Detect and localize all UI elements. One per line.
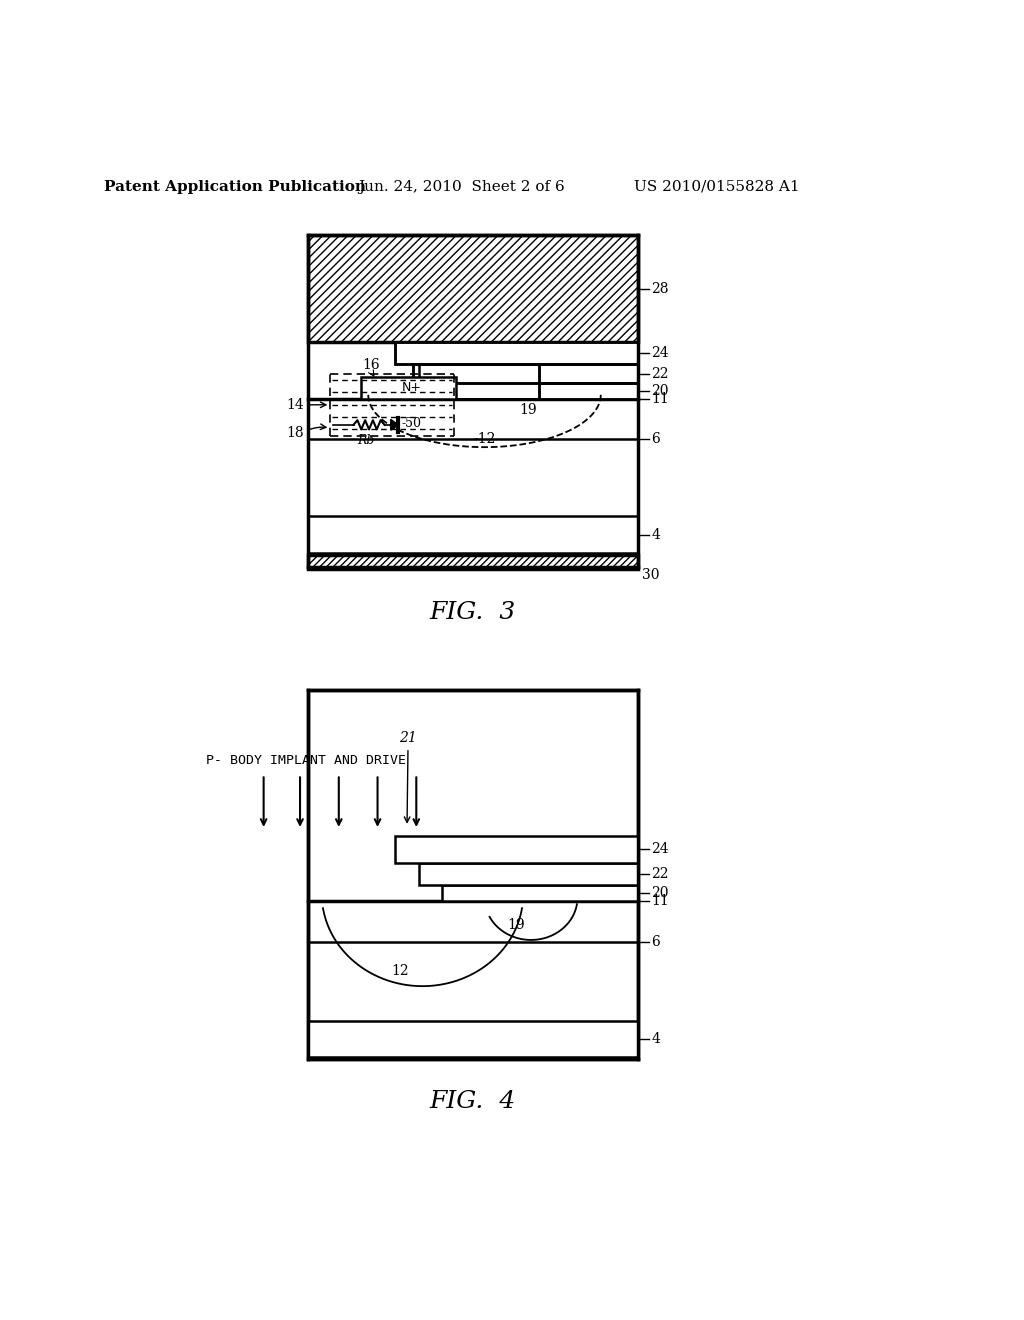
Text: 22: 22 — [651, 367, 669, 380]
Text: -12: -12 — [473, 432, 496, 446]
Bar — [308, 689, 638, 1059]
Text: Rb: Rb — [357, 434, 375, 447]
Bar — [414, 364, 539, 399]
Text: 6: 6 — [651, 936, 659, 949]
Polygon shape — [391, 420, 398, 430]
Text: Patent Application Publication: Patent Application Publication — [104, 180, 366, 194]
Bar — [360, 378, 456, 399]
Text: 20: 20 — [651, 384, 669, 397]
Text: 11: 11 — [651, 392, 669, 405]
Text: 28: 28 — [651, 281, 669, 296]
Text: 19: 19 — [508, 917, 525, 932]
Text: 6: 6 — [651, 433, 659, 446]
Text: 20: 20 — [651, 886, 669, 900]
Bar — [308, 235, 638, 342]
Bar — [442, 383, 638, 399]
Text: Jun. 24, 2010  Sheet 2 of 6: Jun. 24, 2010 Sheet 2 of 6 — [357, 180, 564, 194]
Text: 21: 21 — [399, 731, 417, 822]
Bar — [395, 342, 638, 364]
Bar — [414, 364, 539, 399]
Bar — [308, 516, 638, 553]
Bar — [442, 383, 638, 399]
Text: 18: 18 — [287, 425, 304, 440]
Bar — [419, 863, 638, 884]
Text: 19: 19 — [519, 403, 537, 417]
Bar — [419, 364, 638, 383]
Bar — [308, 1020, 638, 1057]
Text: 4: 4 — [651, 1032, 660, 1045]
Text: 11: 11 — [651, 895, 669, 908]
Text: FIG.  3: FIG. 3 — [430, 601, 516, 624]
Text: N+: N+ — [402, 380, 422, 393]
Bar — [395, 342, 638, 364]
Bar — [308, 554, 638, 569]
Bar — [442, 383, 638, 399]
Bar — [442, 884, 638, 902]
Bar — [442, 383, 638, 399]
Text: 14: 14 — [286, 397, 304, 412]
Text: -26: -26 — [420, 375, 441, 388]
Bar — [395, 342, 638, 364]
Bar — [419, 364, 638, 383]
Bar — [395, 836, 638, 863]
Text: US 2010/0155828 A1: US 2010/0155828 A1 — [634, 180, 800, 194]
Text: 30: 30 — [642, 568, 659, 582]
Text: 4: 4 — [651, 528, 660, 541]
Text: 24: 24 — [651, 842, 669, 857]
Text: 12: 12 — [391, 964, 410, 978]
Text: FIG.  4: FIG. 4 — [430, 1090, 516, 1113]
Text: 24: 24 — [651, 346, 669, 360]
Text: -50: -50 — [401, 417, 422, 430]
Text: 16: 16 — [362, 359, 380, 372]
Text: 22: 22 — [651, 867, 669, 880]
Text: P- BODY IMPLANT AND DRIVE: P- BODY IMPLANT AND DRIVE — [206, 754, 406, 767]
Bar — [419, 364, 638, 383]
